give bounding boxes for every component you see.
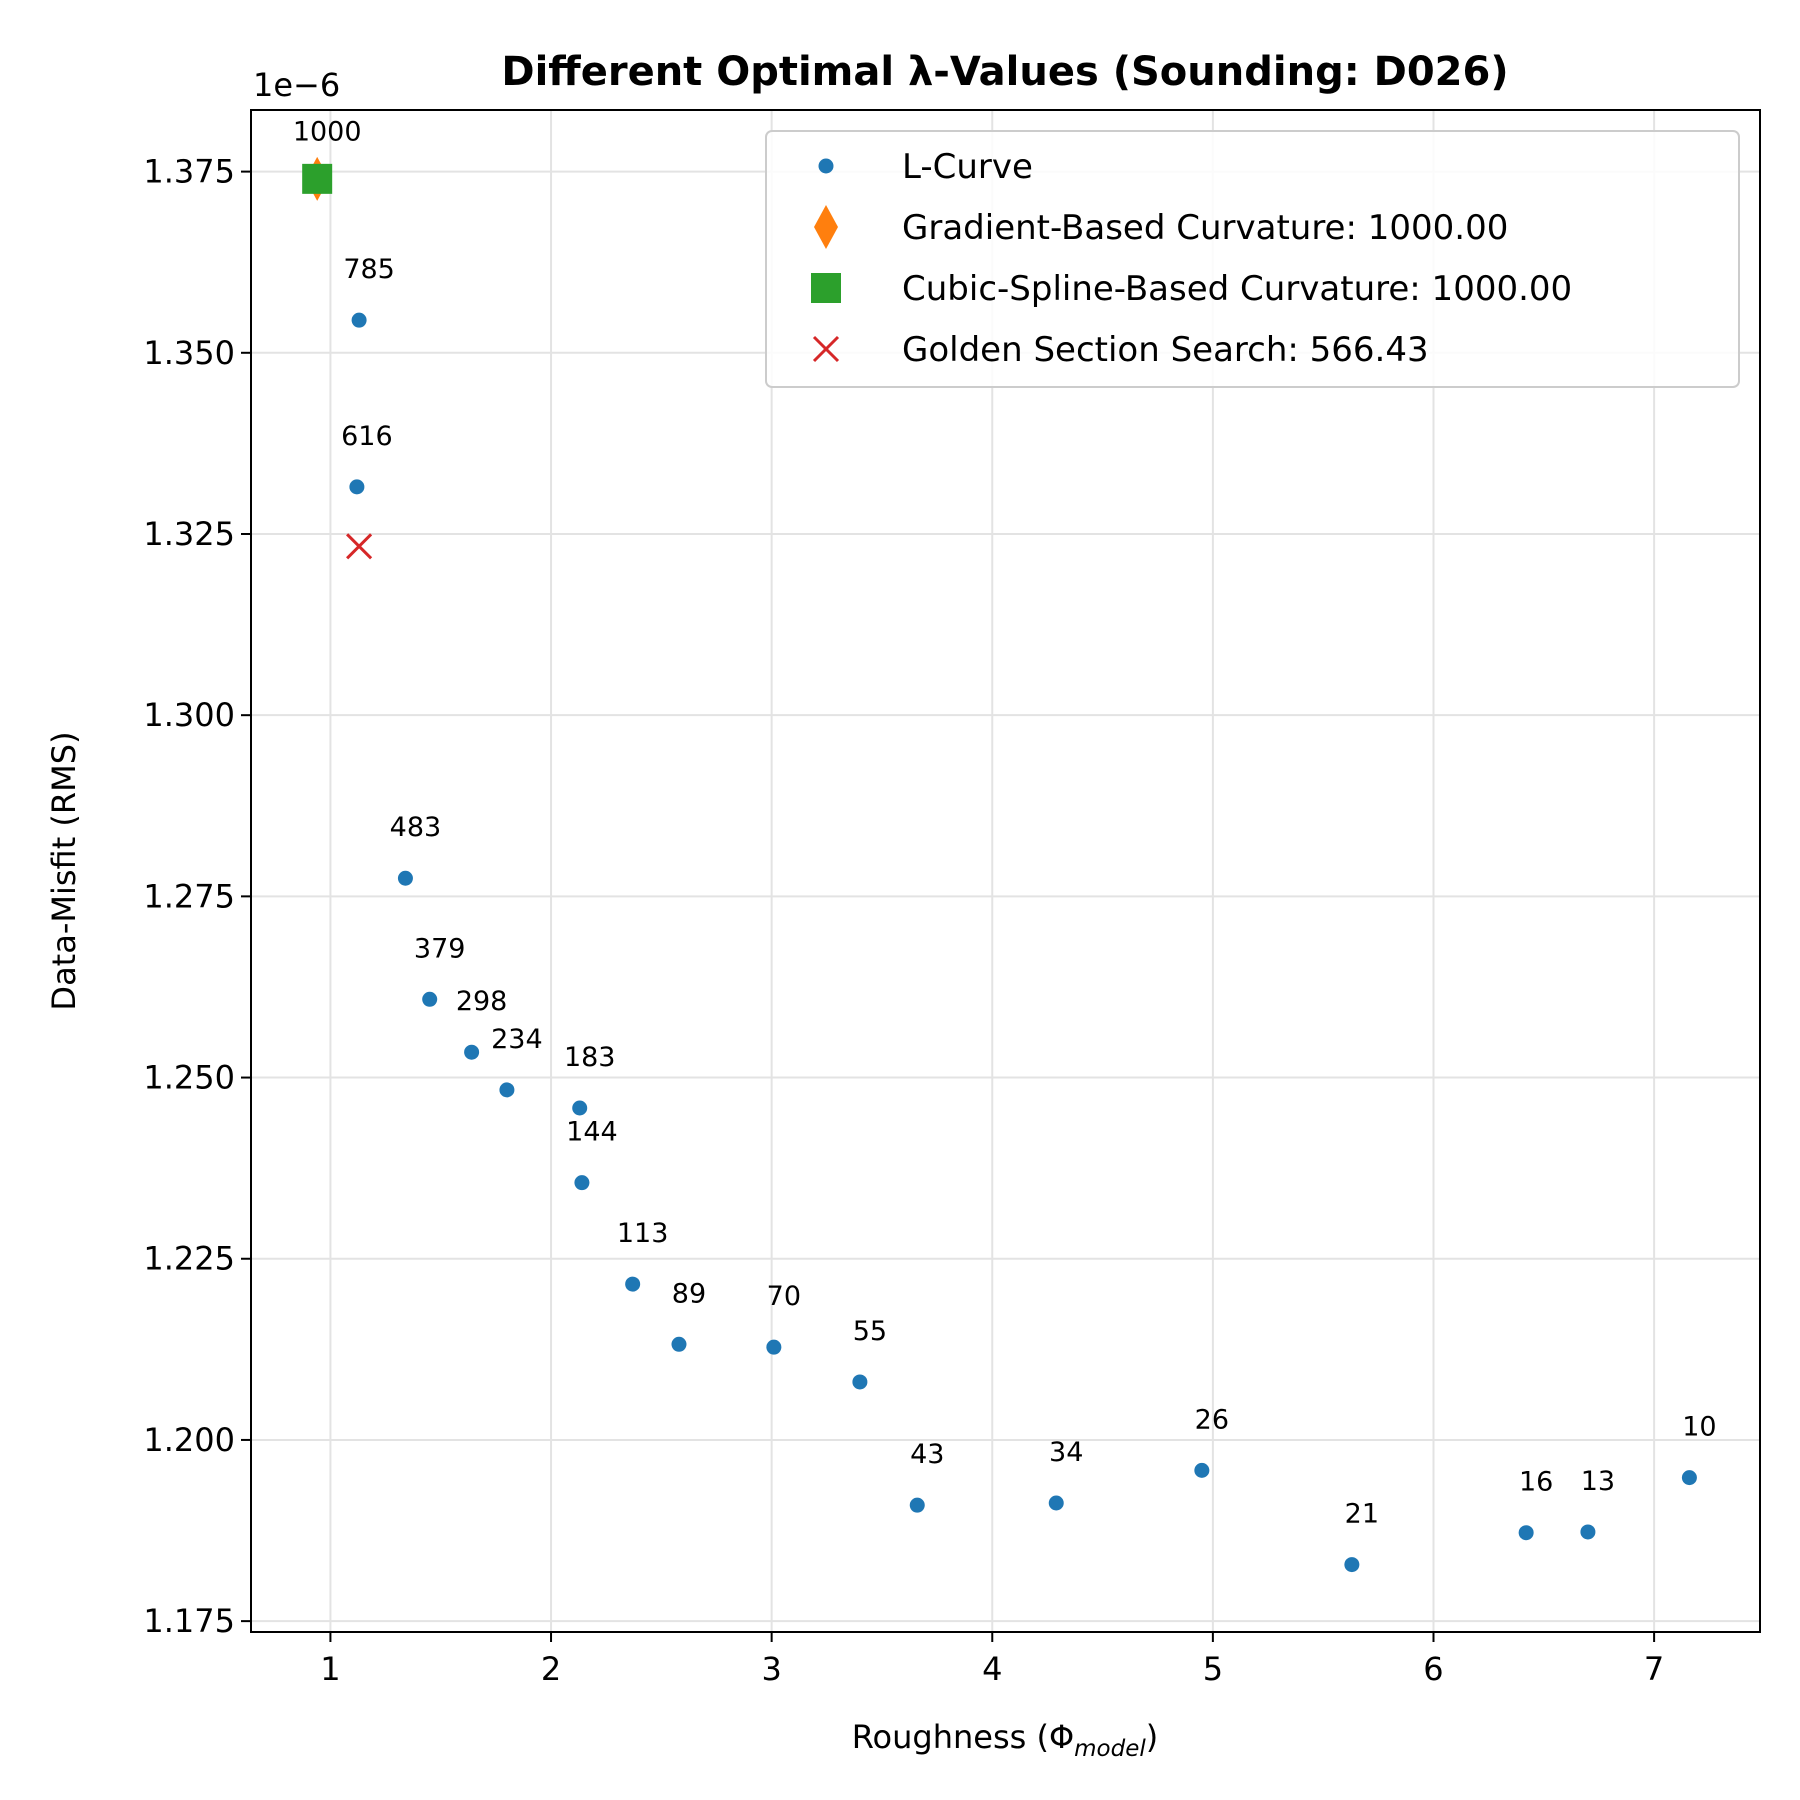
lambda-annotation: 34	[1049, 1437, 1083, 1468]
chart-title: Different Optimal λ-Values (Sounding: D0…	[501, 49, 1508, 95]
legend-marker-x	[812, 335, 840, 363]
l-curve-point	[499, 1082, 515, 1098]
l-curve-point	[1580, 1524, 1596, 1540]
legend-marker-square	[811, 273, 841, 303]
l-curve-point	[1344, 1557, 1360, 1573]
lambda-annotation: 379	[414, 933, 466, 964]
lambda-annotation: 26	[1195, 1404, 1229, 1435]
x-axis-label: Roughness (Φmodel)	[852, 1718, 1159, 1762]
legend-box	[765, 130, 1740, 388]
x-tick-label: 4	[982, 1650, 1002, 1688]
legend-label: Cubic-Spline-Based Curvature: 1000.00	[902, 269, 1572, 309]
x-axis-label-end: )	[1146, 1718, 1158, 1756]
l-curve-point	[852, 1374, 868, 1390]
lambda-annotation: 785	[343, 254, 395, 285]
x-tick-label: 6	[1423, 1650, 1443, 1688]
lambda-annotation: 113	[617, 1218, 669, 1249]
l-curve-point	[422, 991, 438, 1007]
l-curve-point	[1518, 1525, 1534, 1541]
l-curve-point	[464, 1044, 480, 1060]
l-curve-point	[572, 1100, 588, 1116]
lambda-annotation: 234	[491, 1024, 543, 1055]
l-curve-point	[671, 1336, 687, 1352]
lambda-annotation: 89	[672, 1278, 706, 1309]
l-curve-point	[1048, 1495, 1064, 1511]
legend-marker-circle	[818, 158, 834, 174]
l-curve-point	[625, 1276, 641, 1292]
y-axis-label: Data-Misfit (RMS)	[45, 731, 83, 1010]
x-tick-label: 1	[320, 1650, 340, 1688]
legend-label: Gradient-Based Curvature: 1000.00	[902, 208, 1508, 248]
x-axis-label-main: Roughness (Φ	[852, 1718, 1074, 1756]
lambda-annotation: 144	[566, 1117, 618, 1148]
axis-ticks: 1 2 3 4 5 6 71.1751.2001.2251.2501.2751.3001.3…	[143, 153, 1664, 1688]
y-tick-label: 1.275	[143, 877, 235, 915]
lambda-annotation: 298	[456, 986, 508, 1017]
legend-label: L-Curve	[902, 147, 1033, 187]
lambda-annotation: 43	[910, 1439, 944, 1470]
x-tick-label: 7	[1644, 1650, 1664, 1688]
l-curve-point	[574, 1175, 590, 1191]
l-curve-point	[397, 870, 413, 886]
l-curve-point	[909, 1497, 925, 1513]
y-tick-label: 1.325	[143, 515, 235, 553]
lambda-annotation: 483	[390, 812, 442, 843]
legend: L-Curve Gradient-Based Curvature: 1000.00…	[765, 130, 1740, 388]
l-curve-point	[1681, 1470, 1697, 1486]
lambda-annotation: 70	[767, 1281, 801, 1312]
plot-frame	[250, 109, 1761, 1633]
lambda-annotation: 13	[1581, 1466, 1615, 1497]
square-marker	[302, 163, 333, 194]
lambda-annotation: 616	[341, 421, 393, 452]
x-tick-label: 5	[1203, 1650, 1223, 1688]
y-offset-text: 1e−6	[253, 66, 340, 104]
lambda-annotation: 10	[1682, 1412, 1716, 1443]
lambda-annotation: 21	[1345, 1499, 1379, 1530]
x-tick-label: 2	[541, 1650, 561, 1688]
x-marker	[346, 533, 373, 560]
lambda-annotation: 16	[1519, 1467, 1553, 1498]
y-tick-label: 1.350	[143, 334, 235, 372]
lambda-annotation: 1000	[293, 116, 362, 147]
l-curve-point	[351, 312, 367, 328]
y-tick-label: 1.300	[143, 696, 235, 734]
x-tick-label: 3	[761, 1650, 781, 1688]
l-curve-point	[766, 1339, 782, 1355]
legend-marker-diamond	[814, 205, 838, 249]
l-curve-point	[349, 479, 365, 495]
x-axis-label-subscript: model	[1074, 1736, 1146, 1762]
y-tick-label: 1.225	[143, 1240, 235, 1278]
y-tick-label: 1.175	[143, 1602, 235, 1640]
lambda-annotation: 55	[853, 1316, 887, 1347]
legend-label: Golden Section Search: 566.43	[902, 330, 1429, 370]
y-tick-label: 1.200	[143, 1421, 235, 1459]
y-tick-label: 1.375	[143, 153, 235, 191]
l-curve-point	[1194, 1462, 1210, 1478]
y-tick-label: 1.250	[143, 1059, 235, 1097]
lambda-annotation: 183	[564, 1042, 616, 1073]
